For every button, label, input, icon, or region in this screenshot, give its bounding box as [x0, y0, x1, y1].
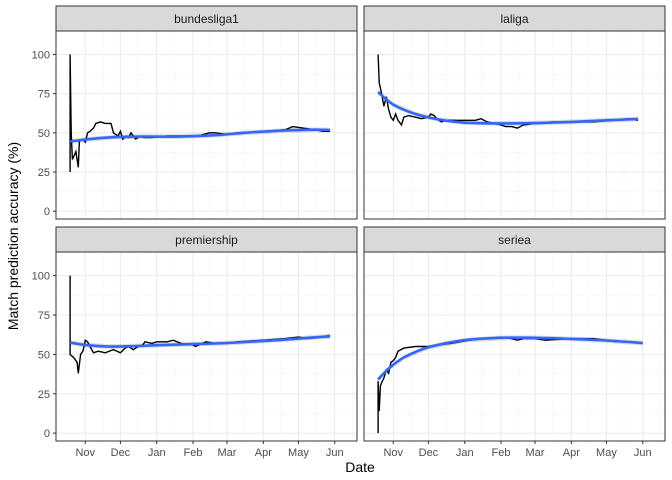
- strip-premiership: [55, 226, 358, 253]
- strip-label-premiership: premiership: [175, 233, 238, 247]
- panel-seriea: seriea: [363, 226, 666, 442]
- plot-border-laliga: [363, 30, 666, 220]
- y-tick-label: 75: [38, 89, 50, 101]
- panel-premiership: premiership: [55, 226, 358, 442]
- y-tick-label: 0: [44, 428, 50, 440]
- x-tick-label: Jun: [326, 447, 344, 459]
- axes: 0 25 50 75 100 0 25 50 75 100 Nov Dec Jan Feb Mar Apr Ma…: [32, 50, 652, 460]
- smooth-band-laliga: [378, 89, 639, 126]
- x-axis-title: Date: [345, 459, 375, 475]
- grid-bundesliga1: [56, 31, 357, 219]
- strip-label-bundesliga1: bundesliga1: [174, 12, 239, 26]
- plot-area-laliga: [364, 31, 665, 219]
- smooth-line-seriea: [377, 336, 643, 381]
- x-tick-label: Dec: [111, 447, 131, 459]
- smooth-line-bundesliga1: [69, 128, 331, 143]
- x-tick-label: Mar: [218, 447, 237, 459]
- y-tick-label: 25: [38, 167, 50, 179]
- panel-bundesliga1: bundesliga1: [55, 5, 358, 220]
- y-tick-label: 100: [32, 50, 50, 62]
- plot-area-bundesliga1: [56, 31, 357, 219]
- x-tick-label: Nov: [383, 447, 403, 459]
- y-tick-label: 0: [44, 206, 50, 218]
- x-tick-label: Feb: [184, 447, 203, 459]
- strip-label-seriea: seriea: [498, 233, 531, 247]
- y-tick-label: 50: [38, 349, 50, 361]
- plot-border-premiership: [55, 251, 358, 442]
- x-tick-label: Jun: [634, 447, 652, 459]
- plot-border-bundesliga1: [55, 30, 358, 220]
- x-tick-label: May: [596, 447, 617, 459]
- grid-laliga: [364, 31, 665, 219]
- strip-laliga: [363, 5, 666, 32]
- strip-label-laliga: laliga: [500, 12, 528, 26]
- smooth-line-laliga: [377, 91, 639, 125]
- x-tick-label: Dec: [419, 447, 439, 459]
- y-tick-label: 50: [38, 128, 50, 140]
- x-tick-label: May: [288, 447, 309, 459]
- y-axis-title: Match prediction accuracy (%): [5, 142, 21, 330]
- x-tick-label: Mar: [526, 447, 545, 459]
- x-tick-label: Apr: [255, 447, 272, 459]
- plot-border-seriea: [363, 251, 666, 442]
- strip-seriea: [363, 226, 666, 253]
- plot-area-seriea: [364, 252, 665, 441]
- x-tick-label: Apr: [563, 447, 580, 459]
- y-tick-label: 100: [32, 271, 50, 283]
- x-tick-label: Nov: [75, 447, 95, 459]
- x-tick-label: Feb: [492, 447, 511, 459]
- y-tick-label: 75: [38, 310, 50, 322]
- x-tick-label: Jan: [456, 447, 474, 459]
- x-tick-label: Jan: [148, 447, 166, 459]
- y-tick-label: 25: [38, 389, 50, 401]
- panel-laliga: laliga: [363, 5, 666, 220]
- strip-bundesliga1: [55, 5, 358, 32]
- grid-seriea: [364, 252, 665, 441]
- smooth-line-premiership: [69, 335, 331, 348]
